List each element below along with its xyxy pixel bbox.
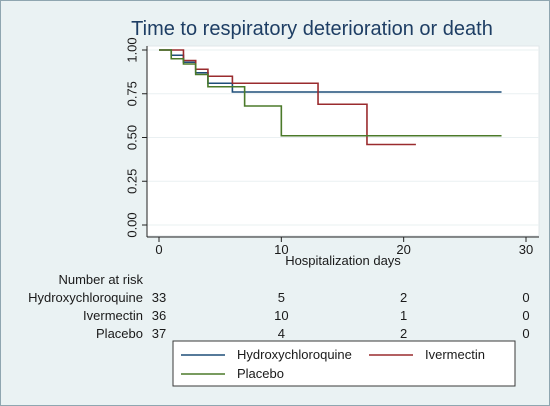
y-tick-label: 0.00 (124, 212, 139, 237)
risk-count: 36 (152, 308, 166, 323)
risk-row-label: Hydroxychloroquine (28, 290, 143, 305)
legend-label: Hydroxychloroquine (237, 347, 352, 362)
risk-count: 2 (400, 290, 407, 305)
risk-count: 4 (278, 326, 285, 341)
x-tick-label: 0 (155, 242, 162, 257)
legend-box (172, 340, 516, 387)
y-tick-label: 0.25 (124, 169, 139, 194)
risk-count: 37 (152, 326, 166, 341)
risk-count: 0 (522, 290, 529, 305)
x-tick-label: 20 (396, 242, 410, 257)
risk-count: 2 (400, 326, 407, 341)
risk-row-label: Placebo (96, 326, 143, 341)
risk-count: 5 (278, 290, 285, 305)
risk-count: 33 (152, 290, 166, 305)
y-tick-label: 0.75 (124, 81, 139, 106)
risk-count: 0 (522, 308, 529, 323)
grid-lines (147, 49, 539, 226)
series-layer (159, 49, 502, 146)
risk-count: 0 (522, 326, 529, 341)
risk-count: 1 (400, 308, 407, 323)
legend-label: Placebo (237, 366, 284, 381)
y-axis-ticks: 0.00 0.25 0.50 0.75 1.00 (124, 37, 147, 238)
series-line-placebo (159, 49, 502, 137)
chart-title: Time to respiratory deterioration or dea… (131, 18, 493, 40)
legend-label: Ivermectin (425, 347, 485, 362)
x-axis-ticks: 0 10 20 30 (155, 237, 533, 257)
y-tick-label: 1.00 (124, 37, 139, 62)
risk-table-header: Number at risk (58, 272, 143, 287)
series-line-ivermectin (159, 49, 416, 146)
risk-count: 10 (274, 308, 288, 323)
x-axis-label: Hospitalization days (285, 253, 401, 268)
x-tick-label: 30 (519, 242, 533, 257)
plot-area (146, 45, 540, 237)
x-tick-label: 10 (274, 242, 288, 257)
y-tick-label: 0.50 (124, 125, 139, 150)
legend: Hydroxychloroquine Ivermectin Placebo (181, 347, 485, 381)
risk-row-label: Ivermectin (83, 308, 143, 323)
